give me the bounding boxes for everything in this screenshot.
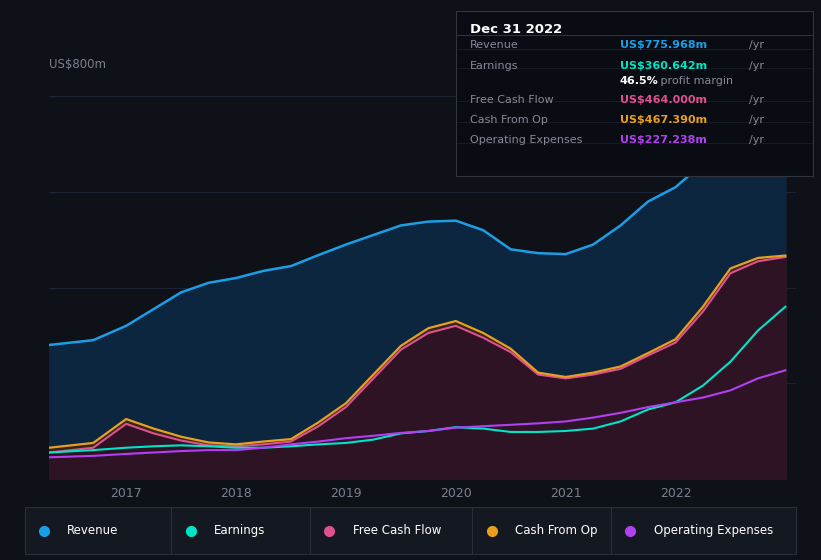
Text: /yr: /yr <box>749 40 764 50</box>
Text: US$227.238m: US$227.238m <box>620 135 707 145</box>
Text: Free Cash Flow: Free Cash Flow <box>470 95 553 105</box>
Text: /yr: /yr <box>749 95 764 105</box>
Text: Revenue: Revenue <box>470 40 519 50</box>
Text: /yr: /yr <box>749 135 764 145</box>
Text: Operating Expenses: Operating Expenses <box>654 524 773 537</box>
Text: US$464.000m: US$464.000m <box>620 95 707 105</box>
Text: US$775.968m: US$775.968m <box>620 40 707 50</box>
Text: Earnings: Earnings <box>470 61 518 71</box>
Text: Dec 31 2022: Dec 31 2022 <box>470 23 562 36</box>
Text: 46.5%: 46.5% <box>620 77 658 86</box>
Text: US$0: US$0 <box>49 464 80 477</box>
Text: Cash From Op: Cash From Op <box>470 115 548 125</box>
Text: US$800m: US$800m <box>49 58 106 71</box>
Text: profit margin: profit margin <box>658 77 733 86</box>
Text: US$467.390m: US$467.390m <box>620 115 707 125</box>
Text: Revenue: Revenue <box>67 524 118 537</box>
Text: US$360.642m: US$360.642m <box>620 61 707 71</box>
Text: Operating Expenses: Operating Expenses <box>470 135 582 145</box>
Text: /yr: /yr <box>749 61 764 71</box>
Text: Free Cash Flow: Free Cash Flow <box>353 524 441 537</box>
Text: Cash From Op: Cash From Op <box>515 524 597 537</box>
Text: Earnings: Earnings <box>213 524 265 537</box>
Text: /yr: /yr <box>749 115 764 125</box>
